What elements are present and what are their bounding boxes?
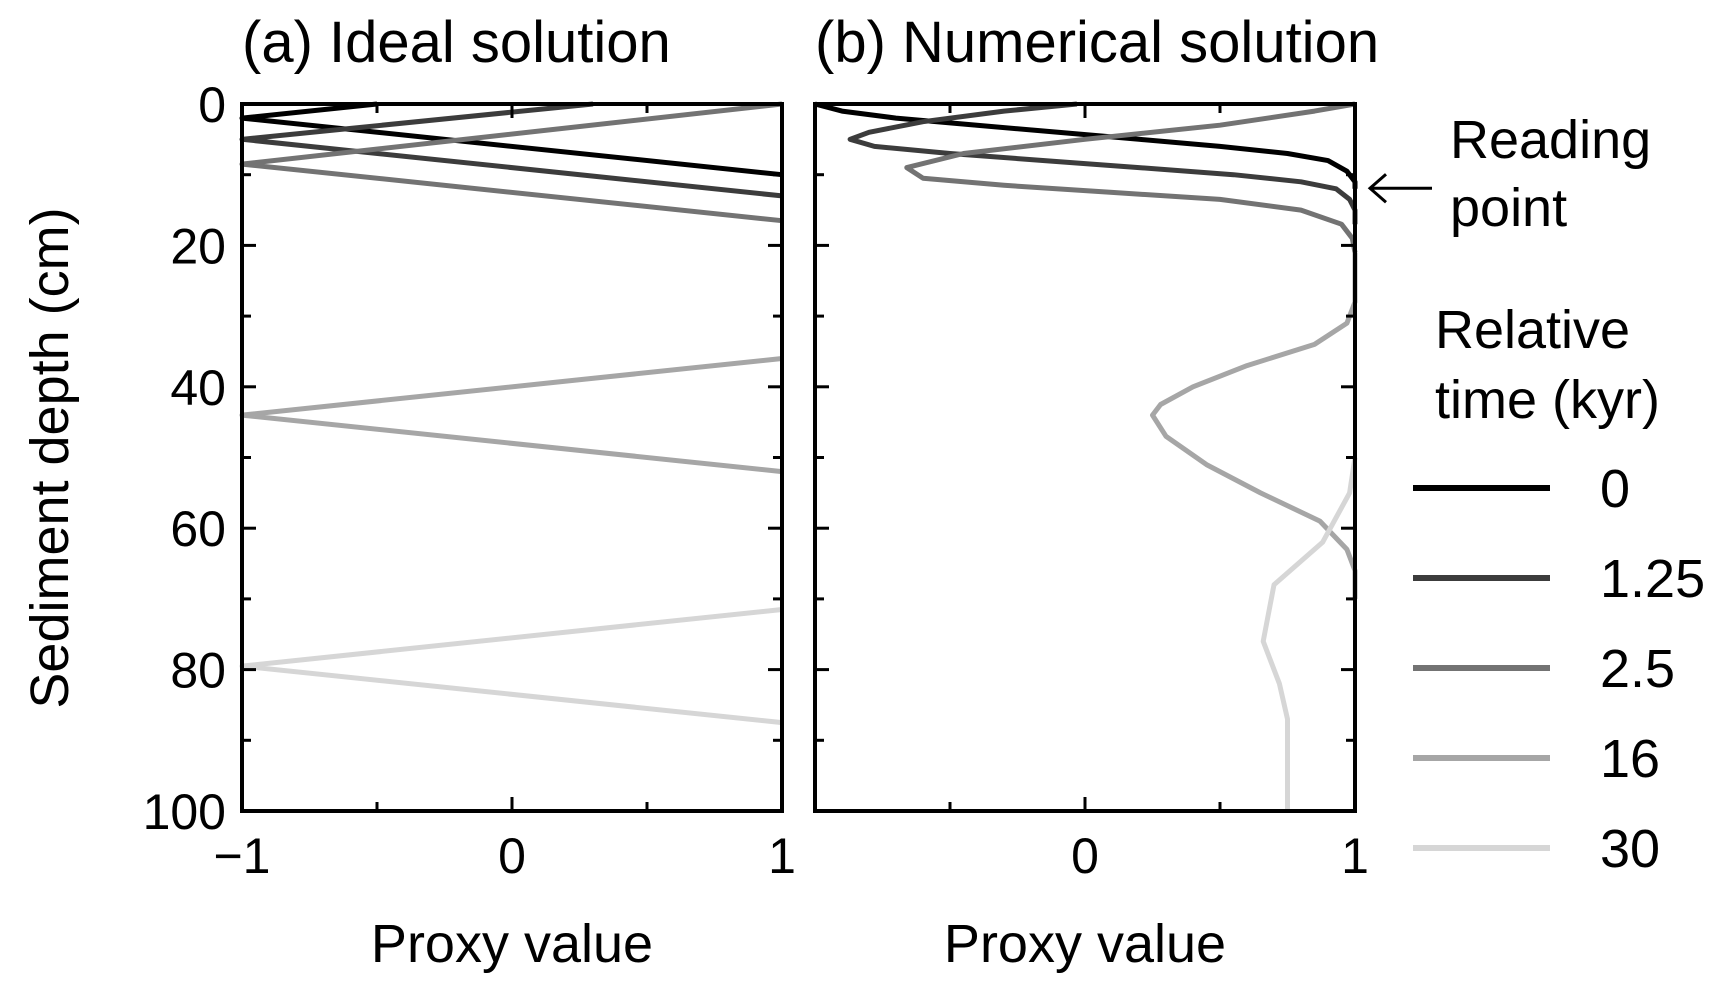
panel-b-series xyxy=(814,101,1358,811)
reading-point-arrow xyxy=(1367,173,1432,204)
legend-label: 16 xyxy=(1600,729,1660,789)
legend-label: 30 xyxy=(1600,819,1660,879)
series-line-1-25 xyxy=(847,101,1358,225)
panel-b-xlabel: Proxy value xyxy=(944,914,1226,974)
x-tick-label: 0 xyxy=(498,828,526,884)
x-tick-label: 1 xyxy=(1341,828,1369,884)
legend: Relative time (kyr) 0 1.25 2.5 16 30 xyxy=(1413,300,1705,879)
legend-title-line2: time (kyr) xyxy=(1435,370,1660,430)
reading-point-label-line1: Reading xyxy=(1450,110,1651,170)
legend-title-line1: Relative xyxy=(1435,300,1630,360)
panel-b-frame xyxy=(813,102,1357,813)
legend-items: 0 1.25 2.5 16 30 xyxy=(1413,459,1705,879)
series-line-30 xyxy=(1260,457,1358,811)
reading-point-annotation: Reading point xyxy=(1367,110,1651,238)
panel-b-title: (b) Numerical solution xyxy=(815,10,1379,75)
y-tick-label: 60 xyxy=(170,501,226,557)
x-tick-label: 1 xyxy=(768,828,796,884)
reading-point-label-line2: point xyxy=(1450,178,1567,238)
series-line-16 xyxy=(1150,252,1358,599)
y-tick-label: 40 xyxy=(170,360,226,416)
y-tick-label: 100 xyxy=(143,784,226,840)
series-line-30 xyxy=(239,607,783,726)
y-axis-label: Sediment depth (cm) xyxy=(20,207,80,708)
panel-a-title: (a) Ideal solution xyxy=(242,10,671,75)
x-tick-label: 0 xyxy=(1071,828,1099,884)
series-line-2-5 xyxy=(904,101,1358,253)
legend-label: 1.25 xyxy=(1600,549,1705,609)
series-line-0 xyxy=(814,101,1358,189)
panel-a-xlabel: Proxy value xyxy=(371,914,653,974)
y-tick-label: 80 xyxy=(170,643,226,699)
legend-label: 0 xyxy=(1600,459,1630,519)
panel-a-series xyxy=(239,101,783,726)
legend-label: 2.5 xyxy=(1600,639,1675,699)
series-line-2-5 xyxy=(239,101,783,224)
y-tick-label: 20 xyxy=(170,218,226,274)
series-line-16 xyxy=(239,356,783,475)
y-tick-label: 0 xyxy=(198,77,226,133)
x-tick-label: −1 xyxy=(213,828,270,884)
